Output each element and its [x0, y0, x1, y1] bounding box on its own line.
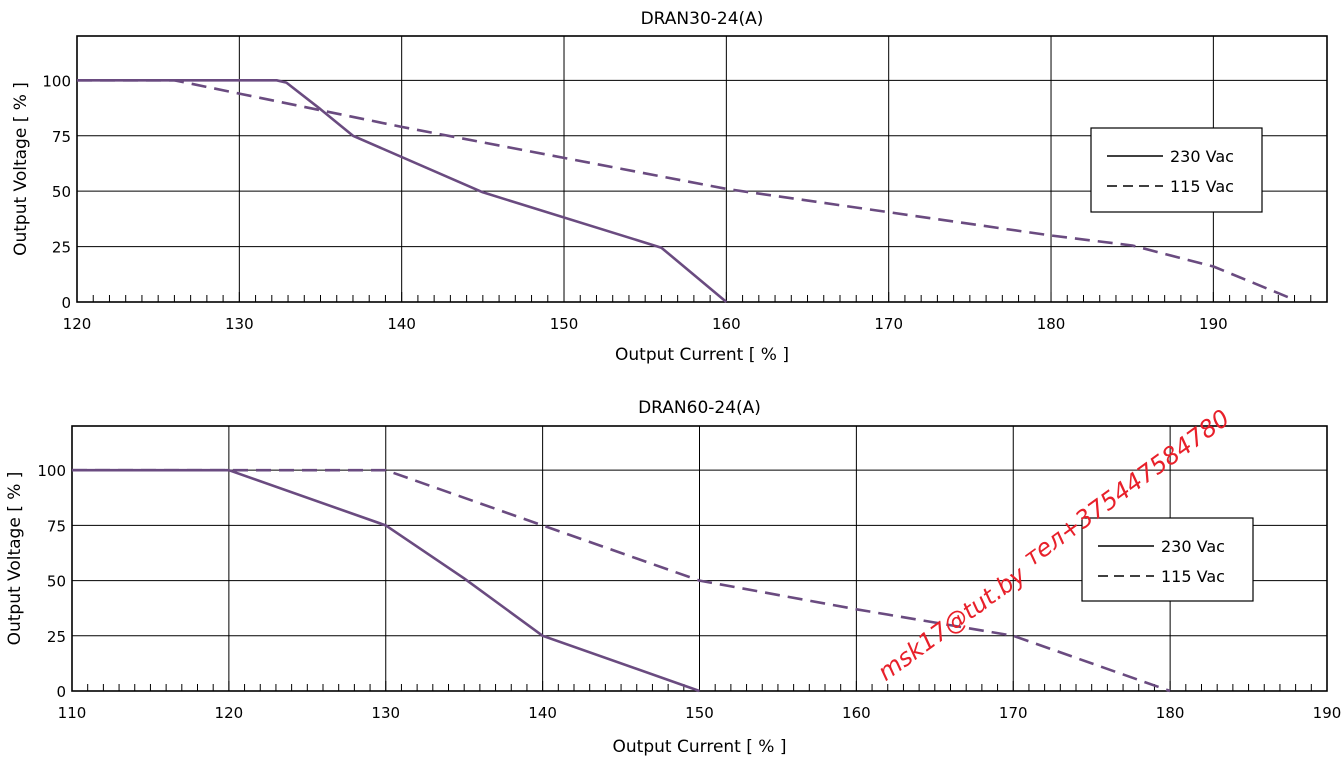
- legend: 230 Vac 115 Vac: [1082, 518, 1253, 601]
- x-tick-label: 150: [685, 704, 714, 722]
- chart-title: DRAN60-24(A): [638, 398, 761, 418]
- legend-box: [1082, 518, 1253, 601]
- x-tick-label: 170: [999, 704, 1028, 722]
- legend-label: 230 Vac: [1161, 537, 1225, 556]
- y-tick-label: 50: [52, 183, 71, 201]
- x-tick-label: 130: [371, 704, 400, 722]
- x-axis-label: Output Current [ % ]: [613, 737, 787, 757]
- y-tick-label: 75: [52, 128, 71, 146]
- x-tick-label: 110: [58, 704, 87, 722]
- legend-label: 115 Vac: [1170, 177, 1234, 196]
- x-tick-label: 170: [874, 315, 903, 333]
- x-tick-label: 190: [1199, 315, 1228, 333]
- y-tick-label: 0: [56, 683, 66, 701]
- x-tick-label: 130: [225, 315, 254, 333]
- legend-box: [1091, 128, 1262, 212]
- x-tick-label: 120: [63, 315, 92, 333]
- y-axis-label: Output Voltage [ % ]: [11, 82, 31, 256]
- y-tick-label: 25: [52, 239, 71, 257]
- y-tick-label: 100: [37, 462, 66, 480]
- watermark-email: msk17@tut.by: [873, 560, 1032, 686]
- legend-label: 230 Vac: [1170, 147, 1234, 166]
- x-tick-label: 180: [1156, 704, 1185, 722]
- legend-label: 115 Vac: [1161, 567, 1225, 586]
- x-tick-label: 140: [387, 315, 416, 333]
- x-tick-label: 140: [528, 704, 557, 722]
- x-tick-label: 120: [215, 704, 244, 722]
- x-tick-label: 160: [712, 315, 741, 333]
- x-tick-label: 150: [550, 315, 579, 333]
- x-tick-label: 180: [1037, 315, 1066, 333]
- y-tick-label: 75: [47, 517, 66, 535]
- x-tick-label: 160: [842, 704, 871, 722]
- chart-panel-2: DRAN60-24(A) 0 25 50 75 100 110 120 130 140 150 160…: [5, 398, 1341, 757]
- y-tick-label: 100: [42, 72, 71, 90]
- y-tick-label: 0: [61, 294, 71, 312]
- y-axis-label: Output Voltage [ % ]: [5, 472, 25, 646]
- chart-panel-1: DRAN30-24(A) 0 25 50 75 100 120 130 140 150 160 170…: [11, 9, 1327, 365]
- y-tick-label: 25: [47, 628, 66, 646]
- x-tick-label: 190: [1313, 704, 1342, 722]
- x-axis-label: Output Current [ % ]: [615, 345, 789, 365]
- legend: 230 Vac 115 Vac: [1091, 128, 1262, 212]
- y-tick-label: 50: [47, 573, 66, 591]
- chart-title: DRAN30-24(A): [641, 9, 764, 29]
